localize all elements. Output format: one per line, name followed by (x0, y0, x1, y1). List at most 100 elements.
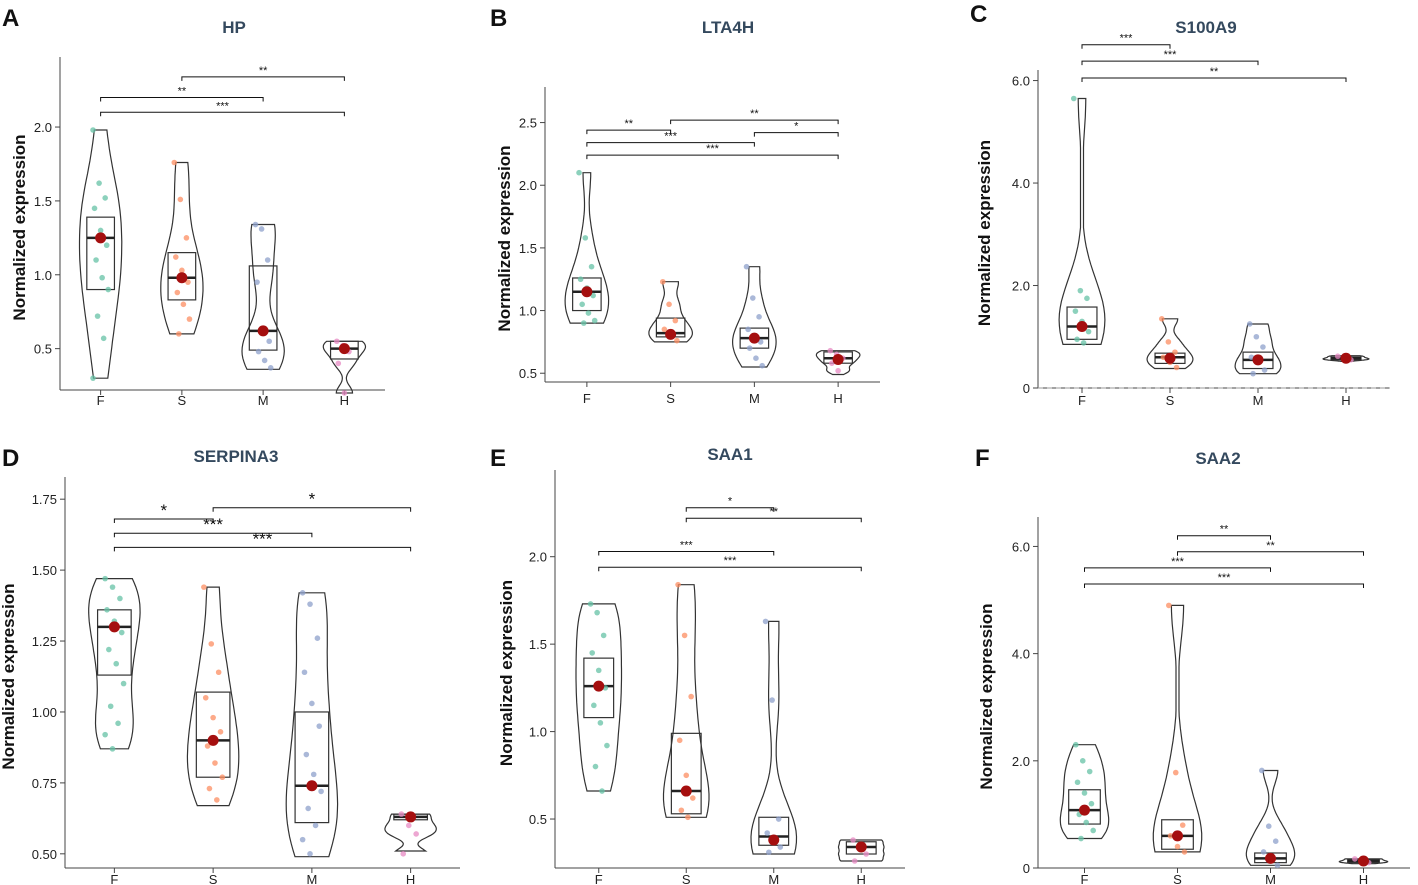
data-point-F (94, 313, 101, 319)
data-point-F (595, 667, 602, 674)
mean-point-F (1079, 804, 1090, 816)
y-tick-label: 4.0 (1012, 647, 1030, 662)
data-point-F (120, 680, 127, 687)
data-point-F (102, 731, 108, 738)
mean-point-F (95, 232, 107, 244)
y-tick-label: 1.75 (32, 492, 57, 507)
data-point-M (303, 751, 310, 758)
data-point-S (1173, 364, 1180, 371)
violin-M (285, 592, 339, 858)
violin-F (78, 129, 123, 379)
y-tick-label: 2.5 (519, 116, 537, 131)
x-tick-label: H (833, 391, 842, 406)
data-point-F (576, 169, 582, 176)
data-point-F (580, 320, 587, 326)
data-point-F (594, 609, 600, 616)
mean-point-S (665, 328, 677, 340)
data-point-F (91, 205, 98, 212)
data-point-S (177, 196, 184, 203)
data-point-M (299, 590, 306, 596)
significance-label: *** (1218, 572, 1232, 584)
data-point-F (102, 575, 108, 582)
significance-bracket (753, 132, 839, 137)
box-F (96, 609, 132, 676)
data-point-F (100, 335, 107, 342)
data-point-H (400, 851, 407, 857)
data-point-F (109, 746, 116, 752)
box-F (86, 216, 116, 291)
data-point-M (305, 805, 311, 812)
mean-point-S (1164, 352, 1176, 364)
significance-bracket (1084, 567, 1271, 572)
x-tick-label: H (340, 393, 349, 408)
significance-bracket (113, 532, 313, 538)
data-point-S (676, 737, 683, 744)
data-point-F (588, 263, 595, 270)
x-tick-label: S (209, 872, 218, 885)
y-tick-label: 2.0 (1012, 754, 1030, 769)
x-tick-label: F (110, 872, 118, 885)
x-tick-label: M (749, 391, 760, 406)
significance-label: *** (1171, 556, 1185, 568)
data-point-H (405, 822, 412, 829)
data-point-S (1179, 822, 1186, 828)
y-tick-label: 4.0 (1012, 176, 1030, 191)
data-point-M (1272, 838, 1279, 845)
significance-label: * (160, 501, 167, 520)
significance-bracket (586, 129, 672, 135)
data-point-H (851, 858, 858, 864)
panel-f: F SAA2 0 2.0 4.0 6.0 F S M H Normalized expression… (975, 445, 1410, 885)
panel-letter: B (490, 5, 507, 32)
data-point-M (1246, 321, 1253, 327)
data-point-S (683, 772, 690, 779)
data-point-M (309, 700, 315, 707)
data-point-S (1172, 349, 1178, 355)
data-point-M (299, 836, 306, 843)
violin-F (564, 172, 610, 324)
data-point-F (1078, 835, 1084, 842)
data-point-H (827, 347, 834, 354)
x-tick-label: H (857, 872, 866, 885)
box-F (572, 277, 602, 312)
significance-label: ** (1220, 524, 1229, 536)
data-point-F (102, 195, 108, 201)
y-tick-label: 1.0 (519, 304, 537, 319)
data-point-M (316, 723, 323, 729)
x-tick-label: S (666, 391, 675, 406)
y-tick-label: 0 (1023, 861, 1030, 876)
data-point-F (1072, 308, 1079, 314)
data-point-F (1084, 295, 1090, 302)
box-F (583, 657, 615, 719)
data-point-F (1083, 819, 1090, 826)
data-point-M (1265, 823, 1272, 829)
violin-H (384, 813, 437, 852)
violin-M (1245, 769, 1296, 866)
x-tick-label: F (97, 393, 105, 408)
data-point-F (109, 584, 116, 590)
data-point-M (312, 822, 319, 829)
data-point-M (756, 314, 762, 320)
mean-point-F (108, 621, 120, 633)
y-tick-label: 0.5 (519, 366, 537, 381)
data-point-F (107, 703, 114, 710)
significance-bracket (685, 507, 775, 512)
data-point-F (582, 235, 589, 241)
data-point-H (398, 811, 405, 817)
data-point-F (105, 286, 112, 293)
data-point-F (96, 180, 102, 186)
data-point-S (1174, 843, 1181, 850)
mean-point-M (306, 780, 318, 792)
data-point-F (600, 632, 607, 639)
data-point-F (90, 127, 96, 133)
x-tick-label: H (406, 872, 415, 885)
data-point-S (171, 159, 178, 166)
significance-label: ** (259, 65, 268, 77)
y-tick-label: 0.5 (34, 342, 52, 357)
x-tick-label: S (682, 872, 691, 885)
data-point-S (212, 760, 218, 766)
panel-c: C S100A9 0 2.0 4.0 6.0 F S M H Normalized expressi… (970, 1, 1390, 408)
data-point-F (1073, 741, 1079, 748)
data-point-S (206, 785, 213, 792)
data-point-M (255, 348, 262, 355)
data-point-S (204, 743, 211, 749)
